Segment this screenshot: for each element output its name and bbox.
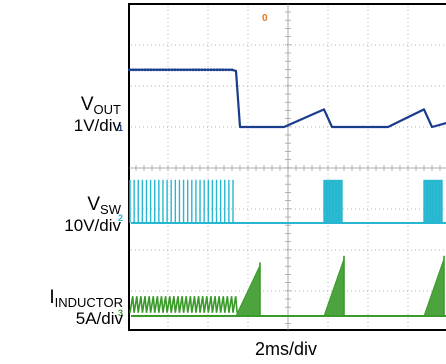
vsw-scale-label: 10V/div xyxy=(64,215,121,235)
vout-trace xyxy=(128,68,446,129)
inductor-channel-marker: 3 xyxy=(118,308,123,318)
vsw-channel-marker: 2 xyxy=(118,213,123,223)
inductor-ripple-trace xyxy=(129,296,238,313)
inductor-label-sub: INDUCTOR xyxy=(54,295,123,310)
scope-frame xyxy=(128,3,446,331)
timebase-label: 2ms/div xyxy=(254,339,317,359)
vsw-label: VSW 10V/div xyxy=(64,195,121,235)
vout-channel-marker: 1 xyxy=(118,123,123,133)
vout-label: VOUT 1V/div xyxy=(74,95,121,135)
vsw-label-main: V xyxy=(87,194,101,215)
inductor-label-main: I xyxy=(49,287,55,308)
inductor-label: IINDUCTOR 5A/div xyxy=(49,288,123,328)
vout-label-sub: OUT xyxy=(93,102,121,117)
vout-label-main: V xyxy=(80,94,94,115)
vout-scale-label: 1V/div xyxy=(73,115,121,135)
inductor-scale-label: 5A/div xyxy=(75,308,123,328)
vsw-label-sub: SW xyxy=(100,202,121,217)
trigger-position-marker: 0 xyxy=(262,13,268,24)
